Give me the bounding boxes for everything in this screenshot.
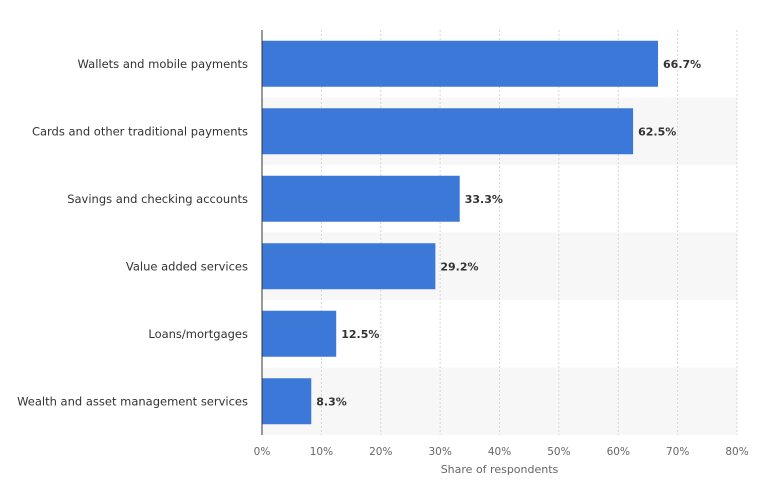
x-tick-labels: 0% 10% 20% 30% 40% 50% 60% 70% 80%	[254, 446, 749, 458]
x-axis-title: Share of respondents	[441, 463, 559, 476]
x-tick-label: 10%	[310, 446, 333, 458]
category-labels: Wallets and mobile payments Cards and oth…	[17, 57, 248, 409]
category-label: Savings and checking accounts	[67, 192, 248, 206]
x-tick-label: 0%	[254, 446, 271, 458]
value-label: 8.3%	[316, 395, 347, 408]
value-label: 66.7%	[663, 58, 701, 71]
category-label: Cards and other traditional payments	[32, 124, 248, 138]
bar	[262, 175, 460, 222]
bar	[262, 40, 659, 87]
category-label: Wallets and mobile payments	[78, 57, 248, 71]
bar	[262, 378, 312, 425]
value-labels: 66.7% 62.5% 33.3% 29.2% 12.5% 8.3%	[316, 58, 701, 409]
category-label: Loans/mortgages	[148, 327, 248, 341]
x-tick-label: 30%	[428, 446, 451, 458]
value-label: 29.2%	[440, 260, 478, 273]
x-tick-label: 40%	[488, 446, 511, 458]
bar	[262, 108, 634, 155]
x-tick-label: 60%	[607, 446, 630, 458]
value-label: 12.5%	[341, 328, 379, 341]
value-label: 62.5%	[638, 125, 676, 138]
x-tick-label: 70%	[666, 446, 689, 458]
x-tick-label: 50%	[547, 446, 570, 458]
category-label: Value added services	[126, 259, 248, 273]
category-label: Wealth and asset management services	[17, 394, 248, 408]
bars	[262, 40, 659, 425]
x-tick-label: 80%	[725, 446, 748, 458]
grid-lines	[320, 30, 738, 435]
bar	[262, 310, 337, 357]
bar	[262, 243, 436, 290]
x-tick-label: 20%	[369, 446, 392, 458]
value-label: 33.3%	[465, 193, 503, 206]
